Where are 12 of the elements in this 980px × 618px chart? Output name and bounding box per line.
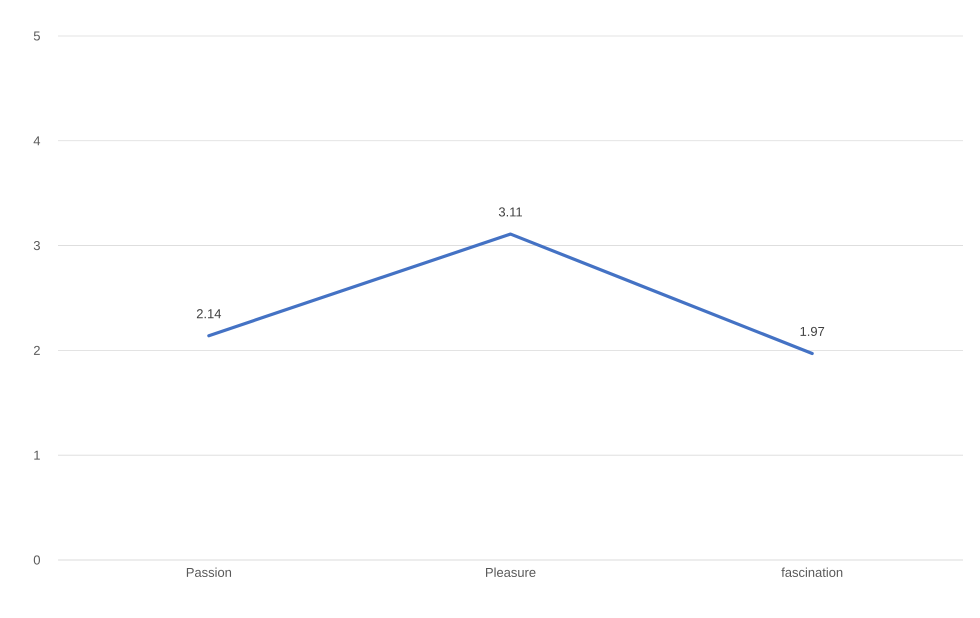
y-tick-label: 0: [34, 555, 40, 565]
x-tick-label: Pleasure: [486, 568, 536, 578]
y-tick-label: 4: [34, 136, 40, 146]
y-tick-label: 2: [34, 346, 40, 355]
y-tick-label: 5: [34, 31, 40, 40]
data-label: 3.11: [498, 207, 522, 217]
x-tick-label: Passion: [186, 568, 232, 578]
data-label: 2.14: [196, 309, 222, 318]
data-label: 1.97: [800, 326, 824, 336]
x-tick-label: fascination: [781, 568, 842, 578]
y-tick-label: 3: [34, 240, 40, 250]
y-tick-label: 1: [34, 450, 40, 460]
